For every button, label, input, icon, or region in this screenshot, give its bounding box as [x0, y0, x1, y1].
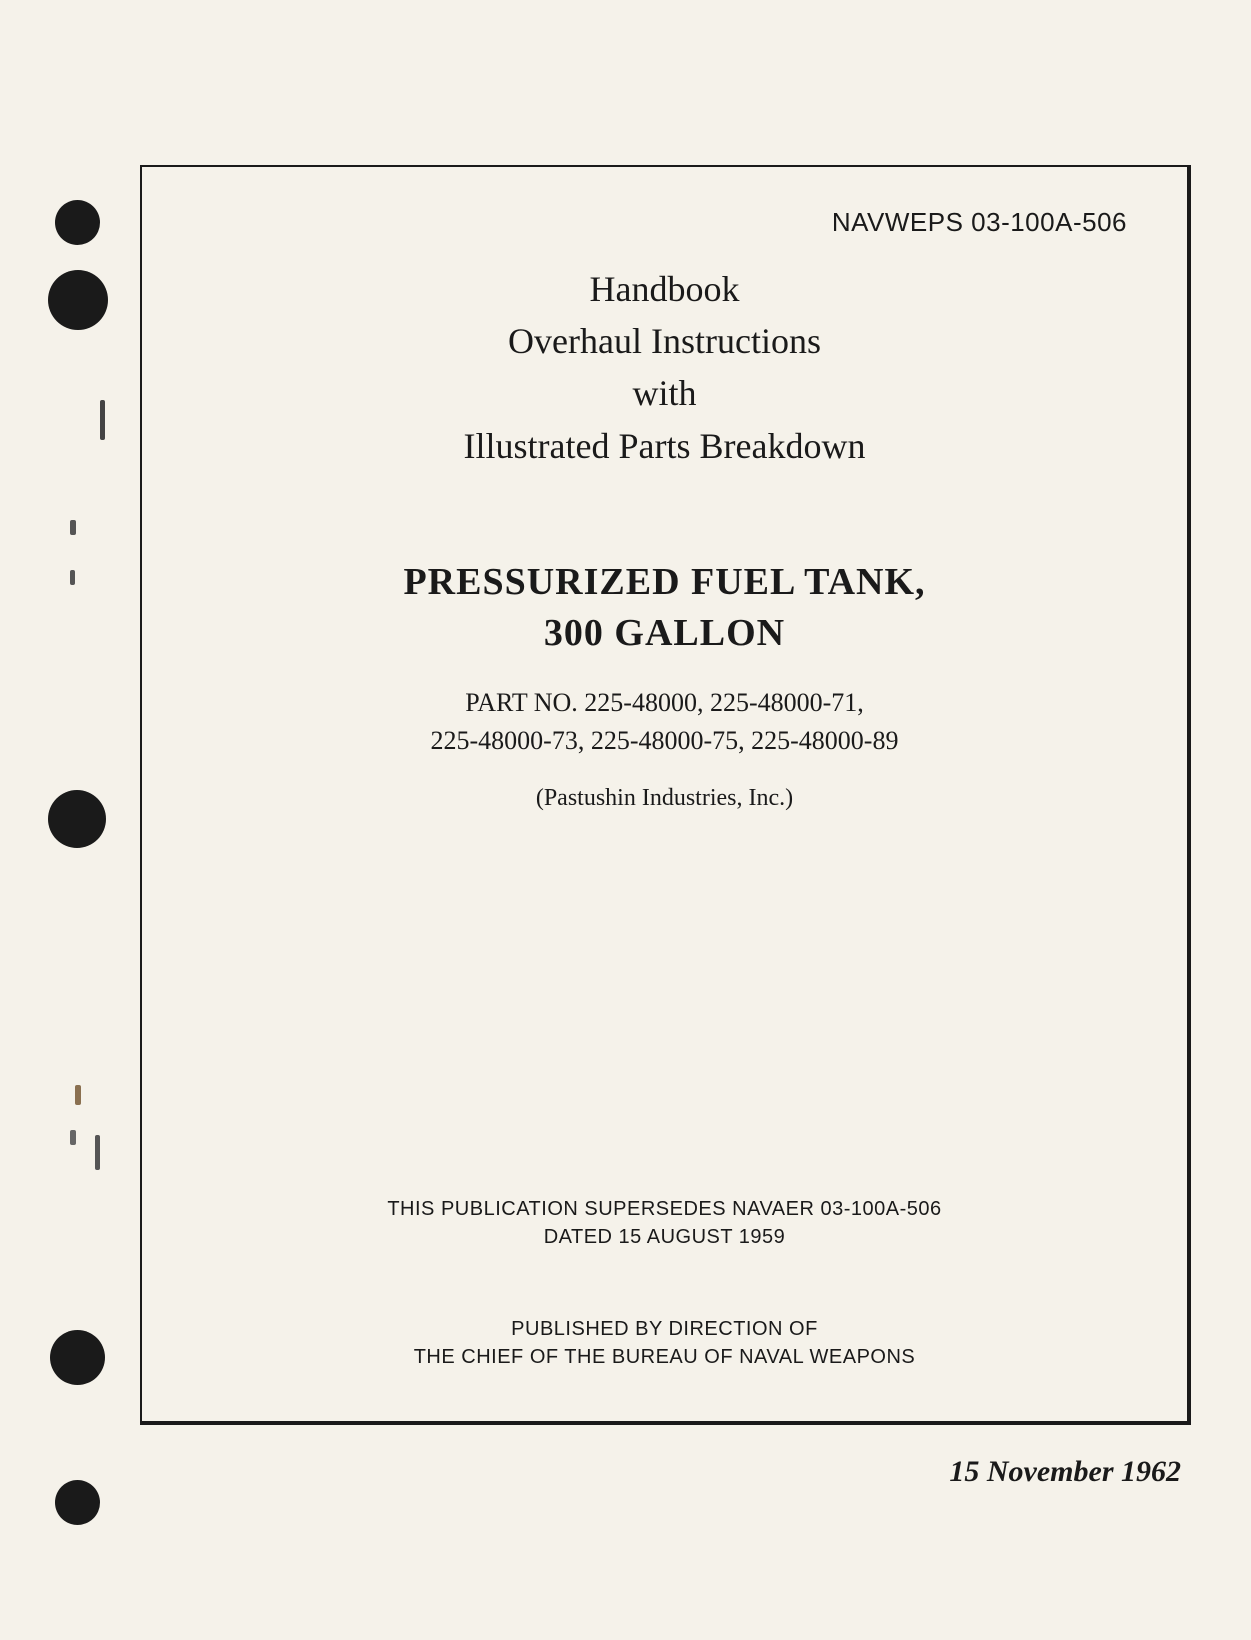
- document-id: NAVWEPS 03-100A-506: [202, 207, 1127, 238]
- scan-artifact-mark: [70, 570, 75, 585]
- title-block: Handbook Overhaul Instructions with Illu…: [202, 263, 1127, 472]
- publication-date: 15 November 1962: [140, 1455, 1191, 1489]
- published-block: PUBLISHED BY DIRECTION OF THE CHIEF OF T…: [142, 1315, 1187, 1371]
- scan-artifact-mark: [95, 1135, 100, 1170]
- title-line: Illustrated Parts Breakdown: [202, 420, 1127, 472]
- supersedes-line: DATED 15 AUGUST 1959: [142, 1223, 1187, 1251]
- punch-hole-icon: [50, 1330, 105, 1385]
- supersedes-block: THIS PUBLICATION SUPERSEDES NAVAER 03-10…: [142, 1195, 1187, 1251]
- scan-artifact-mark: [75, 1085, 81, 1105]
- manufacturer-line: (Pastushin Industries, Inc.): [202, 785, 1127, 812]
- parts-block: PART NO. 225-48000, 225-48000-71, 225-48…: [202, 684, 1127, 759]
- scan-artifact-mark: [70, 1130, 76, 1145]
- scan-artifact-mark: [100, 400, 105, 440]
- punch-hole-icon: [55, 1480, 100, 1525]
- title-line: with: [202, 367, 1127, 419]
- scan-artifact-mark: [70, 520, 76, 535]
- punch-hole-icon: [48, 790, 106, 848]
- title-line: Overhaul Instructions: [202, 315, 1127, 367]
- punch-hole-icon: [55, 200, 100, 245]
- parts-line: PART NO. 225-48000, 225-48000-71,: [202, 684, 1127, 722]
- content-frame: NAVWEPS 03-100A-506 Handbook Overhaul In…: [140, 165, 1191, 1425]
- parts-line: 225-48000-73, 225-48000-75, 225-48000-89: [202, 722, 1127, 760]
- title-line: Handbook: [202, 263, 1127, 315]
- document-page: NAVWEPS 03-100A-506 Handbook Overhaul In…: [0, 0, 1251, 1640]
- subject-line: 300 GALLON: [202, 608, 1127, 659]
- published-line: PUBLISHED BY DIRECTION OF: [142, 1315, 1187, 1343]
- binding-holes: [40, 0, 120, 1640]
- subject-line: PRESSURIZED FUEL TANK,: [202, 557, 1127, 608]
- subject-block: PRESSURIZED FUEL TANK, 300 GALLON: [202, 557, 1127, 660]
- published-line: THE CHIEF OF THE BUREAU OF NAVAL WEAPONS: [142, 1343, 1187, 1371]
- punch-hole-icon: [48, 270, 108, 330]
- supersedes-line: THIS PUBLICATION SUPERSEDES NAVAER 03-10…: [142, 1195, 1187, 1223]
